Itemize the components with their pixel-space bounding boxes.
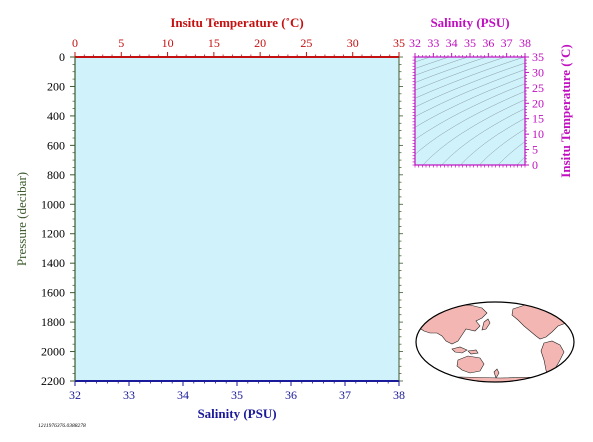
pressure-ticks: 0 200 400 600 800 1000 1200 1400 1600 1800 2000 220…: [41, 50, 403, 388]
ts-plot-area: [415, 57, 525, 165]
temperature-tick-label: 35: [393, 36, 405, 50]
pressure-tick-label: 0: [59, 50, 65, 64]
map-land-new-zealand: [493, 368, 500, 379]
map-land-japan: [481, 318, 491, 331]
isopycnal-line: [497, 141, 525, 165]
isopycnal-line: [582, 42, 593, 178]
isopycnal-line: [479, 128, 525, 165]
isopycnal-line: [460, 117, 525, 165]
figure-id-text: 1211976376.0388278: [38, 423, 86, 429]
isopycnal-line: [415, 91, 525, 155]
salinity-tick-label: 35: [231, 388, 243, 402]
temperature-ticks: 0 5 10 15 20 25 30 35: [72, 36, 405, 57]
ts-salinity-tick-label: 34: [446, 36, 458, 50]
temperature-tick-label: 25: [300, 36, 312, 50]
salinity-axis-title: Salinity (PSU): [197, 406, 276, 421]
isopycnal-line: [415, 57, 469, 76]
isopycnal-line: [415, 62, 525, 108]
ts-salinity-ticks: 32 33 34 35 36 37 38: [409, 36, 531, 57]
ts-salinity-tick-label: 38: [519, 36, 531, 50]
salinity-ticks: 32 33 34 35 36 37 38: [69, 381, 405, 402]
ts-temperature-tick-label: 5: [532, 143, 538, 157]
isopycnal-line: [422, 99, 525, 165]
temperature-tick-label: 20: [254, 36, 266, 50]
minor-ticks: [72, 54, 402, 384]
world-map-inset: [415, 301, 575, 383]
isopycnal-line: [415, 57, 507, 91]
pressure-tick-label: 1200: [41, 227, 65, 241]
ts-temperature-tick-label: 25: [532, 81, 544, 95]
isopycnal-line: [415, 83, 525, 140]
isopycnal-line: [415, 57, 450, 69]
pressure-tick-label: 2200: [41, 374, 65, 388]
isopycnal-line: [441, 108, 525, 165]
pressure-tick-label: 1800: [41, 315, 65, 329]
ts-temperature-tick-label: 10: [532, 127, 544, 141]
isopycnal-lines: [415, 42, 593, 178]
ts-temperature-tick-label: 30: [532, 65, 544, 79]
ts-salinity-tick-label: 32: [409, 36, 421, 50]
ts-salinity-tick-label: 37: [501, 36, 513, 50]
pressure-tick-label: 600: [47, 138, 65, 152]
map-land-indonesia: [451, 346, 479, 355]
temperature-tick-label: 5: [118, 36, 124, 50]
salinity-tick-label: 32: [69, 388, 81, 402]
map-land-antarctica: [419, 376, 574, 382]
temperature-axis-title: Insitu Temperature (˚C): [170, 15, 303, 30]
isopycnal-line: [415, 57, 488, 83]
salinity-tick-label: 33: [123, 388, 135, 402]
ts-temperature-axis-title: Insitu Temperature (˚C): [558, 44, 573, 177]
isopycnal-line: [415, 69, 525, 117]
profile-plot-area: [75, 57, 399, 381]
salinity-tick-label: 38: [393, 388, 405, 402]
map-land-australia: [456, 355, 485, 374]
pressure-tick-label: 200: [47, 79, 65, 93]
ts-temperature-tick-label: 35: [532, 50, 544, 64]
ts-temperature-tick-label: 15: [532, 112, 544, 126]
ts-minor-ticks: [412, 55, 527, 168]
ts-salinity-tick-label: 36: [482, 36, 494, 50]
pressure-tick-label: 400: [47, 109, 65, 123]
temperature-tick-label: 0: [72, 36, 78, 50]
ts-temperature-tick-label: 20: [532, 96, 544, 110]
isopycnal-line: [415, 76, 525, 128]
pressure-tick-label: 1600: [41, 286, 65, 300]
pressure-tick-label: 1400: [41, 256, 65, 270]
pressure-tick-label: 1000: [41, 197, 65, 211]
temperature-tick-label: 10: [162, 36, 174, 50]
ts-salinity-tick-label: 33: [427, 36, 439, 50]
pressure-tick-label: 2000: [41, 345, 65, 359]
map-land-greenland: [559, 303, 574, 314]
temperature-tick-label: 30: [347, 36, 359, 50]
temperature-tick-label: 15: [208, 36, 220, 50]
profile-plot: 0 5 10 15 20 25 30 35 32 33 34 35 36 37 38 0 200 400 600…: [14, 15, 405, 421]
isopycnal-line: [415, 57, 525, 99]
salinity-tick-label: 37: [339, 388, 351, 402]
ts-salinity-tick-label: 35: [464, 36, 476, 50]
pressure-axis-title: Pressure (decibar): [14, 172, 29, 266]
salinity-tick-label: 36: [285, 388, 297, 402]
salinity-tick-label: 34: [177, 388, 189, 402]
map-outline: [415, 301, 575, 383]
ts-temperature-tick-label: 0: [532, 158, 538, 172]
pressure-tick-label: 800: [47, 168, 65, 182]
ts-salinity-axis-title: Salinity (PSU): [430, 15, 509, 30]
